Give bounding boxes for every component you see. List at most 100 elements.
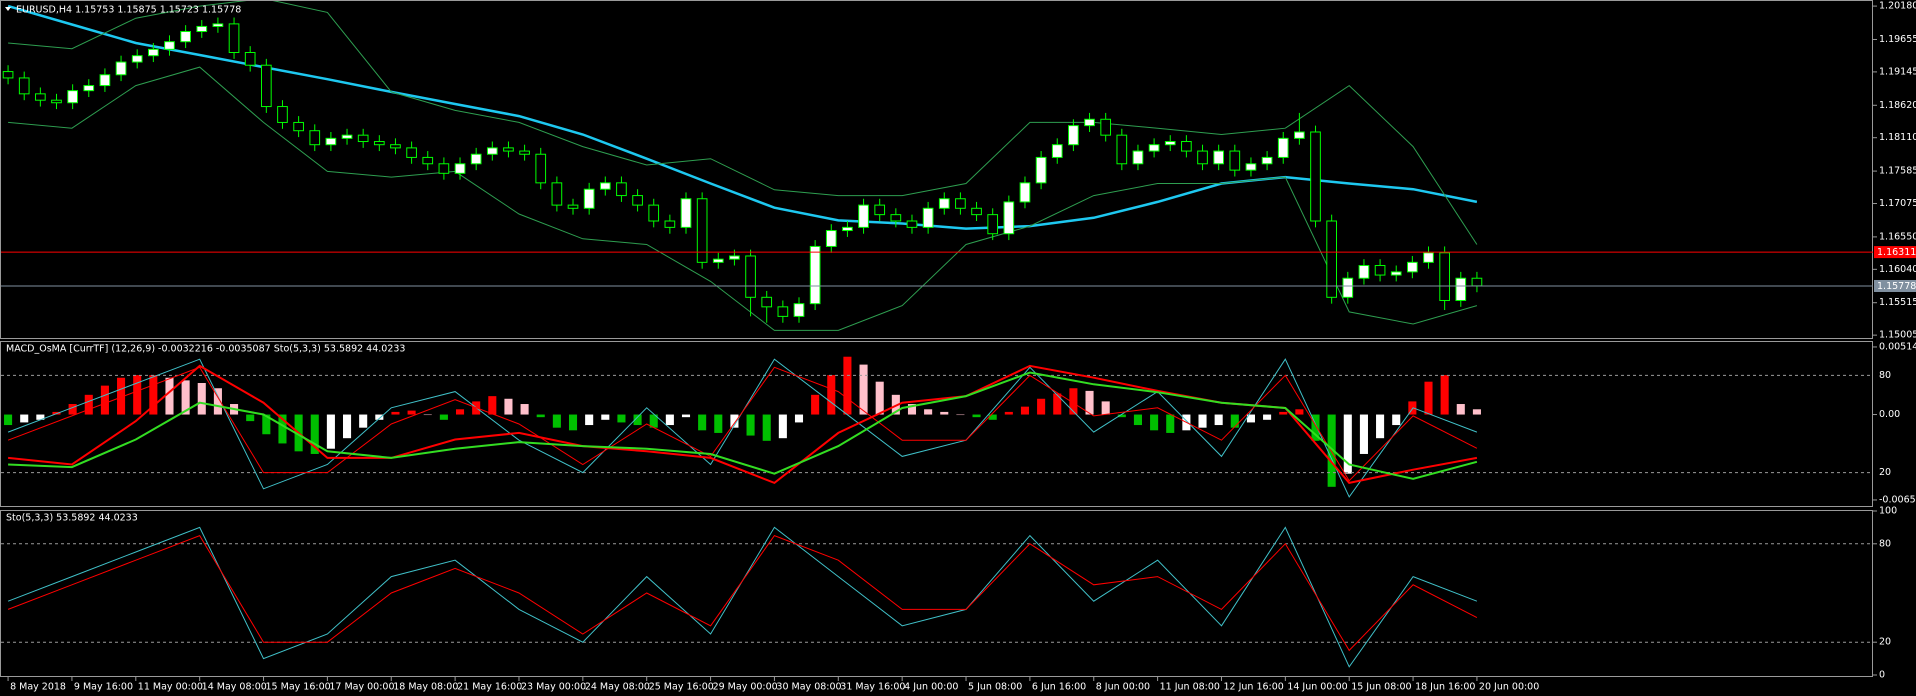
histogram-bar xyxy=(843,356,852,415)
candle-body xyxy=(906,220,918,228)
x-tick-label: 14 May 08:00 xyxy=(202,682,267,693)
histogram-bar xyxy=(1133,414,1142,426)
histogram-bar xyxy=(1150,414,1159,431)
histogram-bar xyxy=(1440,375,1449,415)
histogram-bar xyxy=(617,414,626,423)
histogram-bar xyxy=(601,414,610,420)
histogram-bar xyxy=(859,364,868,415)
histogram-bar xyxy=(552,414,561,428)
histogram-bar xyxy=(133,375,142,415)
histogram-bar xyxy=(811,394,820,415)
candle-body xyxy=(842,226,853,232)
candle-body xyxy=(1277,137,1289,158)
candle-body xyxy=(777,306,789,317)
candle-body xyxy=(922,207,934,228)
x-tick-label: 11 May 00:00 xyxy=(138,682,203,693)
histogram-bar xyxy=(778,414,787,439)
histogram-bar xyxy=(68,404,77,415)
candle-body xyxy=(228,23,240,54)
price-label-box xyxy=(1874,246,1916,259)
histogram-bar xyxy=(940,411,949,415)
candle-body xyxy=(1407,261,1418,273)
histogram-bar xyxy=(1343,414,1352,474)
histogram-bar xyxy=(568,414,578,431)
candle-body xyxy=(454,163,466,174)
indicator-line xyxy=(8,1,1478,245)
histogram-bar xyxy=(359,414,368,428)
histogram-bar xyxy=(20,414,29,423)
candle-body xyxy=(67,90,78,104)
candle-body xyxy=(373,141,385,146)
y-tick-label: 0.005143 xyxy=(1879,341,1916,352)
macd-panel xyxy=(0,341,1873,507)
histogram-bar xyxy=(1198,414,1207,428)
macd-line xyxy=(8,371,1478,480)
histogram-bar xyxy=(924,409,933,415)
candle-body xyxy=(357,134,369,143)
candle-body xyxy=(115,61,127,76)
candle-body xyxy=(729,255,740,260)
histogram-bar xyxy=(1279,411,1288,415)
histogram-bar xyxy=(1311,414,1320,441)
candle-body xyxy=(1310,131,1321,222)
candle-body xyxy=(1326,220,1337,298)
candle-body xyxy=(793,303,805,317)
histogram-bar xyxy=(1085,390,1094,415)
histogram-bar xyxy=(375,414,384,420)
candle-body xyxy=(567,204,579,209)
histogram-bar xyxy=(391,411,400,415)
candle-body xyxy=(551,182,563,206)
candle-body xyxy=(955,198,966,209)
candle-body xyxy=(1374,265,1386,276)
histogram-bar xyxy=(1053,393,1062,415)
candle-body xyxy=(1100,118,1112,136)
histogram-bar xyxy=(907,404,917,415)
histogram-bar xyxy=(439,414,448,420)
histogram-bar xyxy=(310,414,319,454)
candle-body xyxy=(1197,150,1208,165)
menu-arrow[interactable] xyxy=(5,7,11,11)
histogram-bar xyxy=(1101,401,1110,415)
candle-body xyxy=(1068,125,1079,146)
price-label-box xyxy=(1874,279,1916,292)
y-tick-label: 0.00 xyxy=(1879,409,1900,420)
level-label: 20 xyxy=(1879,467,1891,478)
candle-body xyxy=(535,153,547,184)
histogram-bar xyxy=(1359,414,1368,454)
histogram-bar xyxy=(875,381,884,415)
candle-body xyxy=(180,31,191,43)
histogram-bar xyxy=(1456,404,1465,415)
sto-overlay-line xyxy=(7,366,1478,482)
x-tick-label: 21 May 16:00 xyxy=(457,682,522,693)
y-tick-label: 80 xyxy=(1879,538,1891,549)
x-tick-label: 12 Jun 16:00 xyxy=(1223,682,1283,693)
x-tick-label: 14 Jun 00:00 xyxy=(1287,682,1347,693)
candle-body xyxy=(632,195,643,206)
y-tick-label: 1.18620 xyxy=(1879,100,1916,111)
histogram-bar xyxy=(343,414,352,439)
histogram-bar xyxy=(972,414,981,418)
candle-body xyxy=(486,147,498,155)
candle-body xyxy=(712,258,724,263)
candle-body xyxy=(18,77,30,95)
histogram-bar xyxy=(1472,409,1481,415)
candle-body xyxy=(2,71,14,79)
candle-body xyxy=(341,134,353,139)
candle-body xyxy=(1294,131,1305,139)
main-title: EURUSD,H4 1.15753 1.15875 1.15723 1.1577… xyxy=(16,5,241,16)
histogram-bar xyxy=(213,388,222,415)
candle-body xyxy=(1245,163,1257,171)
histogram-bar xyxy=(536,414,545,418)
histogram-bar xyxy=(149,375,158,415)
candle-body xyxy=(244,52,256,66)
y-tick-label: 1.19145 xyxy=(1879,66,1916,77)
y-tick-label: 1.16550 xyxy=(1879,231,1916,242)
x-tick-label: 17 May 00:00 xyxy=(329,682,394,693)
histogram-bar xyxy=(520,404,529,415)
x-tick-label: 11 Jun 08:00 xyxy=(1160,682,1220,693)
x-tick-label: 24 May 08:00 xyxy=(585,682,650,693)
x-tick-label: 31 May 16:00 xyxy=(840,682,905,693)
x-tick-label: 18 May 08:00 xyxy=(393,682,458,693)
histogram-bar xyxy=(956,414,965,416)
